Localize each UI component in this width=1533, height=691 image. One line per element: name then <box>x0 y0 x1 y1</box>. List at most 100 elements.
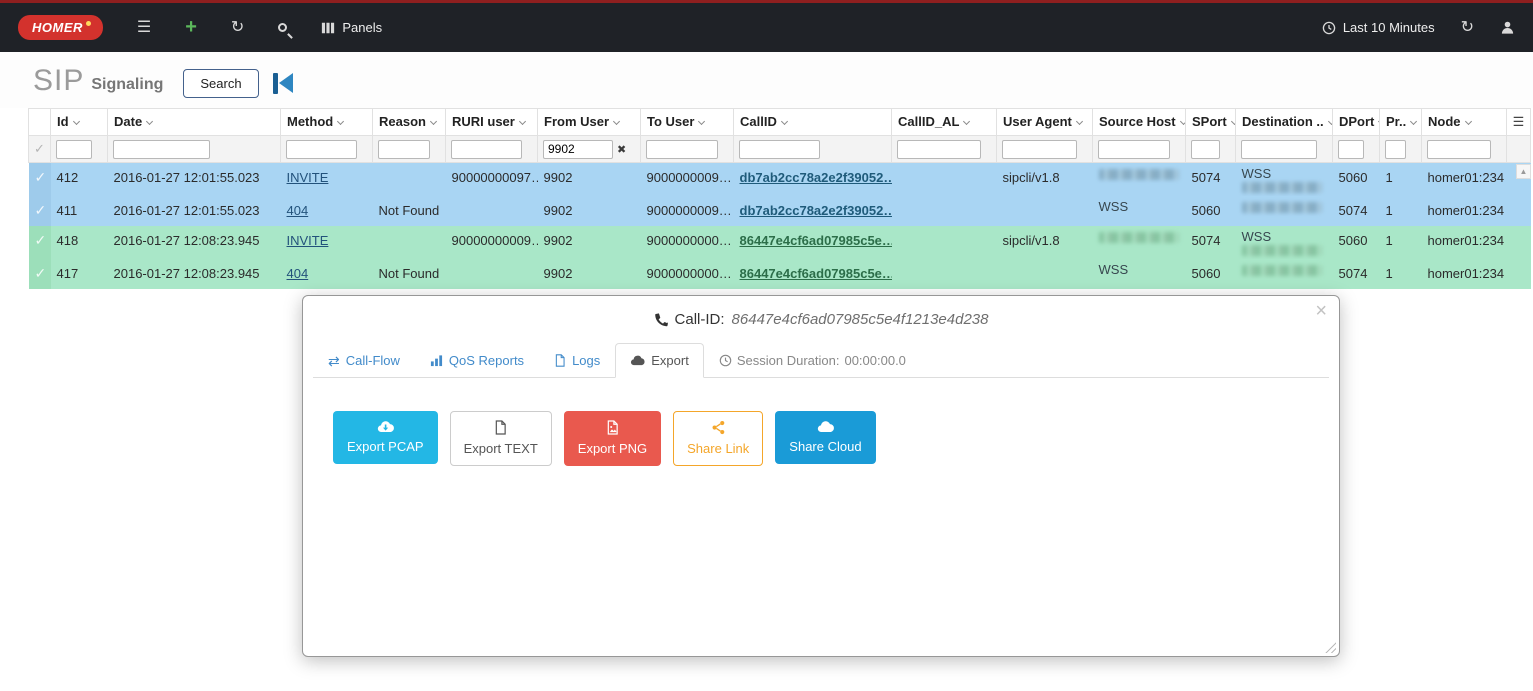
cell-node: homer01:234 <box>1421 259 1507 289</box>
cell-node: homer01:234 <box>1421 162 1507 196</box>
col-header-method[interactable]: Method <box>280 108 373 136</box>
menu-icon[interactable]: ☰ <box>136 18 152 36</box>
check-icon: ✓ <box>34 202 47 218</box>
col-header-id[interactable]: Id <box>50 108 108 136</box>
clear-filter-icon[interactable]: ✖ <box>617 143 627 156</box>
col-header-from-user[interactable]: From User <box>537 108 641 136</box>
filter-reason-input[interactable] <box>378 139 430 159</box>
grid-row[interactable]: ✓ 412 2016-01-27 12:01:55.023 INVITE 900… <box>28 162 1531 196</box>
filter-callid-al-input[interactable] <box>897 139 981 159</box>
callid-link[interactable]: db7ab2cc78a2e2f39052… <box>739 170 892 185</box>
grid-menu-icon[interactable]: ☰ <box>1506 108 1531 136</box>
col-header-select[interactable] <box>28 108 51 136</box>
cell-id: 418 <box>50 226 108 259</box>
col-header-dport[interactable]: DPort <box>1332 108 1380 136</box>
method-link[interactable]: INVITE <box>286 233 329 248</box>
col-header-source-host[interactable]: Source Host <box>1092 108 1186 136</box>
homer-logo[interactable]: HOMER <box>18 15 103 40</box>
panels-menu[interactable]: Panels <box>321 20 382 35</box>
method-link[interactable]: 404 <box>286 266 309 281</box>
skip-back-icon[interactable] <box>272 72 293 94</box>
cell-callid-al <box>891 162 997 196</box>
select-all-cell[interactable]: ✓ <box>28 135 51 163</box>
filter-sport-input[interactable] <box>1191 139 1220 159</box>
page-header: SIP Signaling Search <box>0 52 1533 108</box>
user-icon[interactable] <box>1500 20 1515 35</box>
share-link-button[interactable]: Share Link <box>673 411 764 466</box>
export-png-button[interactable]: Export PNG <box>563 411 662 466</box>
cell-to-user: 9000000009… <box>640 162 734 196</box>
col-header-to-user[interactable]: To User <box>640 108 734 136</box>
col-header-user-agent[interactable]: User Agent <box>996 108 1093 136</box>
call-detail-modal: × Call-ID: 86447e4cf6ad07985c5e4f1213e4d… <box>302 295 1340 657</box>
filter-callid-input[interactable] <box>739 139 820 159</box>
col-header-ruri-user[interactable]: RURI user <box>445 108 538 136</box>
cloud-icon <box>817 421 834 433</box>
row-select-cell[interactable]: ✓ <box>28 196 51 226</box>
method-link[interactable]: INVITE <box>286 170 329 185</box>
col-header-callid[interactable]: CallID <box>733 108 892 136</box>
grid-row[interactable]: ✓ 411 2016-01-27 12:01:55.023 404 Not Fo… <box>28 196 1531 226</box>
cell-id: 411 <box>50 196 108 226</box>
cell-to-user: 9000000000… <box>640 259 734 289</box>
tab-export[interactable]: Export <box>615 343 704 378</box>
method-link[interactable]: 404 <box>286 203 309 218</box>
sort-caret-icon <box>429 117 438 126</box>
cell-dport: 5060 <box>1332 162 1380 196</box>
filter-ruri-user-input[interactable] <box>451 139 522 159</box>
callid-link[interactable]: 86447e4cf6ad07985c5e… <box>739 233 892 248</box>
filter-from-user-input[interactable] <box>543 139 613 159</box>
refresh-icon[interactable]: ↻ <box>1460 18 1474 36</box>
page-subtitle: Signaling <box>91 76 164 93</box>
clock-icon <box>719 354 732 367</box>
col-header-date[interactable]: Date <box>107 108 281 136</box>
row-select-cell[interactable]: ✓ <box>28 162 51 196</box>
export-tab-panel: Export PCAP Export TEXT Export PNG Share… <box>303 378 1339 466</box>
col-header-destination[interactable]: Destination .. <box>1235 108 1333 136</box>
filter-user-agent-input[interactable] <box>1002 139 1077 159</box>
row-select-cell[interactable]: ✓ <box>28 259 51 289</box>
callid-link[interactable]: db7ab2cc78a2e2f39052… <box>739 203 892 218</box>
filter-dport-input[interactable] <box>1338 139 1364 159</box>
search-icon[interactable] <box>278 23 288 32</box>
col-header-node[interactable]: Node <box>1421 108 1507 136</box>
sort-caret-icon <box>72 117 80 126</box>
sort-caret-icon <box>1230 117 1235 126</box>
share-cloud-button[interactable]: Share Cloud <box>775 411 876 464</box>
person-glyph <box>1501 21 1514 34</box>
cell-proto: 1 <box>1379 226 1422 259</box>
add-panel-icon[interactable]: + <box>185 15 197 38</box>
filter-source-host-input[interactable] <box>1098 139 1170 159</box>
file-icon <box>495 420 506 435</box>
export-pcap-button[interactable]: Export PCAP <box>333 411 438 464</box>
scroll-up-arrow[interactable]: ▲ <box>1516 164 1531 179</box>
cell-source-host: WSS <box>1092 259 1186 289</box>
callid-link[interactable]: 86447e4cf6ad07985c5e… <box>739 266 892 281</box>
filter-proto-input[interactable] <box>1385 139 1406 159</box>
grid-row[interactable]: ✓ 417 2016-01-27 12:08:23.945 404 Not Fo… <box>28 259 1531 289</box>
refresh-icon[interactable]: ↻ <box>230 18 245 36</box>
col-header-sport[interactable]: SPort <box>1185 108 1236 136</box>
close-icon[interactable]: × <box>1315 300 1327 322</box>
filter-method-input[interactable] <box>286 139 357 159</box>
cell-id: 417 <box>50 259 108 289</box>
tab-qos-reports[interactable]: QoS Reports <box>415 343 539 378</box>
grid-row[interactable]: ✓ 418 2016-01-27 12:08:23.945 INVITE 900… <box>28 226 1531 259</box>
filter-to-user-input[interactable] <box>646 139 718 159</box>
time-range-button[interactable]: Last 10 Minutes <box>1322 20 1435 35</box>
search-button[interactable]: Search <box>183 68 259 98</box>
export-text-button[interactable]: Export TEXT <box>449 411 552 466</box>
resize-handle[interactable] <box>1325 642 1336 653</box>
cell-date: 2016-01-27 12:01:55.023 <box>107 196 281 226</box>
col-header-reason[interactable]: Reason <box>372 108 446 136</box>
col-header-callid-al[interactable]: CallID_AL <box>891 108 997 136</box>
redacted-ip <box>1241 265 1322 276</box>
col-header-proto[interactable]: Pr.. <box>1379 108 1422 136</box>
filter-id-input[interactable] <box>56 139 92 159</box>
filter-date-input[interactable] <box>113 139 211 159</box>
row-select-cell[interactable]: ✓ <box>28 226 51 259</box>
tab-logs[interactable]: Logs <box>539 343 615 378</box>
filter-destination-input[interactable] <box>1241 139 1317 159</box>
tab-call-flow[interactable]: ⇄ Call-Flow <box>328 352 400 369</box>
filter-node-input[interactable] <box>1427 139 1491 159</box>
